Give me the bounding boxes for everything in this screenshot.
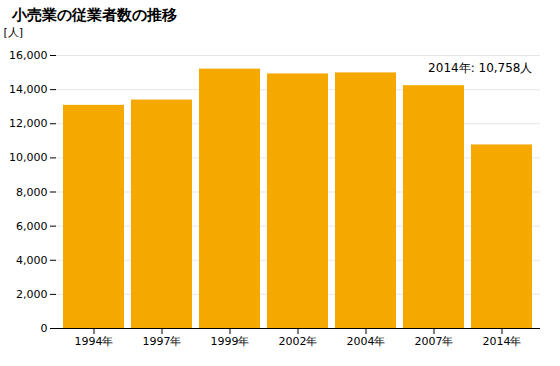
svg-text:1997年: 1997年 [143, 335, 182, 348]
svg-text:16,000: 16,000 [9, 49, 48, 62]
svg-text:2002年: 2002年 [279, 335, 318, 348]
svg-text:6,000: 6,000 [16, 220, 48, 233]
svg-text:14,000: 14,000 [9, 83, 48, 96]
svg-text:4,000: 4,000 [16, 254, 48, 267]
svg-text:1999年: 1999年 [211, 335, 250, 348]
svg-text:2014年: 10,758人: 2014年: 10,758人 [428, 61, 532, 75]
svg-text:2007年: 2007年 [415, 335, 454, 348]
svg-text:1994年: 1994年 [75, 335, 114, 348]
svg-text:10,000: 10,000 [9, 151, 48, 164]
svg-text:2014年: 2014年 [483, 335, 522, 348]
html-text:小売業の従業者数の推移: 小売業の従業者数の推移 [12, 6, 177, 24]
svg-text:8,000: 8,000 [16, 186, 48, 199]
svg-text:12,000: 12,000 [9, 117, 48, 130]
svg-text:[人]: [人] [4, 26, 24, 39]
svg-text:0: 0 [41, 322, 48, 335]
svg-text:2,000: 2,000 [16, 288, 48, 301]
svg-text:2004年: 2004年 [347, 335, 386, 348]
